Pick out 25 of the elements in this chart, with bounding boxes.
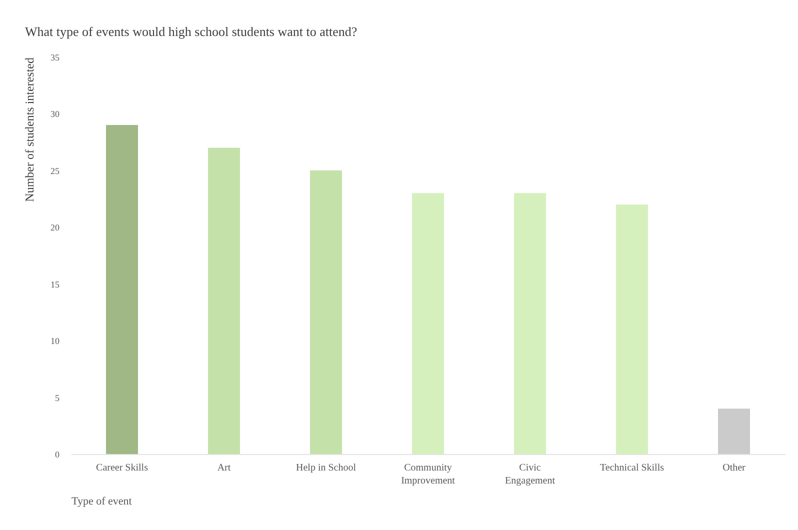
y-tick-label: 30 — [50, 109, 60, 120]
x-tick-label: Technical Skills — [600, 462, 664, 474]
y-tick-label: 25 — [50, 166, 60, 176]
chart-title: What type of events would high school students want to attend? — [25, 24, 358, 39]
y-tick-label: 15 — [50, 279, 60, 290]
y-tick-label: 0 — [55, 450, 60, 460]
x-tick-label: Community Improvement — [401, 462, 456, 486]
x-tick-label: Career Skills — [96, 462, 148, 474]
x-tick-label: Other — [722, 462, 746, 474]
bar — [514, 193, 546, 454]
bar — [718, 408, 750, 454]
y-tick-label: 35 — [50, 52, 60, 62]
x-tick-label: Help in School — [296, 462, 356, 474]
y-tick-label: 20 — [50, 222, 60, 233]
x-axis-title: Type of event — [72, 496, 132, 508]
bar — [616, 204, 648, 454]
bar — [310, 170, 342, 454]
x-tick-label: Civic Engagement — [505, 462, 556, 486]
y-tick-label: 5 — [55, 392, 60, 403]
x-tick-label: Art — [217, 462, 231, 474]
y-tick-label: 10 — [50, 336, 60, 346]
y-axis-title: Number of students interested — [22, 58, 36, 202]
bar — [106, 125, 138, 454]
bar — [208, 148, 240, 454]
bar — [412, 193, 444, 454]
